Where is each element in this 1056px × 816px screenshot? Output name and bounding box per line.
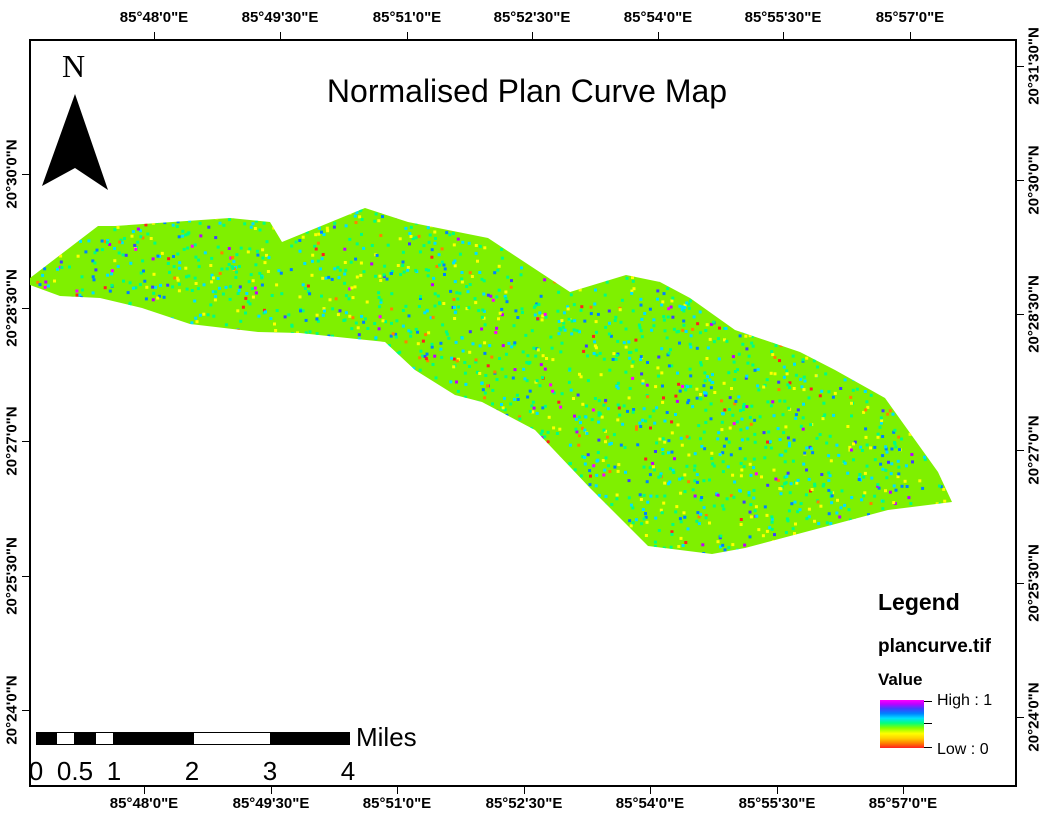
frame-tick-mark xyxy=(280,32,281,40)
frame-tick-mark xyxy=(22,710,30,711)
top-tick-label: 85°48'0"E xyxy=(119,9,189,26)
legend-tick xyxy=(924,723,932,724)
top-tick-label: 85°52'30"E xyxy=(493,9,571,26)
scale-label: 0 xyxy=(28,756,44,786)
frame-tick-mark xyxy=(154,32,155,40)
scale-segment xyxy=(271,732,350,745)
frame-tick-mark xyxy=(271,786,272,794)
frame-tick-mark xyxy=(397,786,398,794)
bottom-tick-label: 85°48'0"E xyxy=(109,795,179,812)
legend-layer-name: plancurve.tif xyxy=(878,636,991,657)
frame-tick-mark xyxy=(1016,314,1024,315)
legend-title: Legend xyxy=(878,589,960,615)
frame-tick-mark xyxy=(658,32,659,40)
frame-tick-mark xyxy=(1016,450,1024,451)
top-tick-label: 85°49'30"E xyxy=(241,9,319,26)
frame-tick-mark xyxy=(22,174,30,175)
frame-tick-mark xyxy=(22,576,30,577)
scale-segment xyxy=(193,732,271,745)
scale-label: 4 xyxy=(340,756,356,786)
legend-high-label: High : 1 xyxy=(937,692,993,709)
frame-tick-mark xyxy=(910,32,911,40)
scale-segment xyxy=(75,732,95,745)
bottom-tick-label: 85°57'0"E xyxy=(868,795,938,812)
frame-tick-mark xyxy=(532,32,533,40)
north-label: N xyxy=(62,48,86,84)
frame-tick-mark xyxy=(903,786,904,794)
frame-tick-mark xyxy=(1016,717,1024,718)
scale-label: 3 xyxy=(262,756,278,786)
frame-tick-mark xyxy=(22,308,30,309)
bottom-tick-label: 85°54'0"E xyxy=(615,795,685,812)
legend-color-ramp xyxy=(880,700,924,748)
scale-segment xyxy=(114,732,193,745)
scale-label: 2 xyxy=(184,756,200,786)
bottom-tick-label: 85°52'30"E xyxy=(485,795,563,812)
frame-tick-mark xyxy=(783,32,784,40)
north-arrow-icon xyxy=(42,94,108,190)
frame-tick-mark xyxy=(524,786,525,794)
scale-unit-label: Miles xyxy=(356,722,417,752)
top-tick-label: 85°51'0"E xyxy=(372,9,442,26)
frame-tick-mark xyxy=(407,32,408,40)
scale-segment xyxy=(36,732,56,745)
legend-field-name: Value xyxy=(878,670,923,689)
map-frame xyxy=(29,39,1017,787)
top-tick-label: 85°54'0"E xyxy=(623,9,693,26)
scale-segment xyxy=(95,732,114,745)
scale-label: 0.5 xyxy=(56,756,94,786)
scale-bar xyxy=(36,732,350,747)
legend-low-label: Low : 0 xyxy=(937,741,989,758)
legend-tick xyxy=(924,747,932,748)
scale-label: 1 xyxy=(106,756,122,786)
frame-tick-mark xyxy=(144,786,145,794)
bottom-tick-label: 85°49'30"E xyxy=(232,795,310,812)
frame-tick-mark xyxy=(22,441,30,442)
frame-tick-mark xyxy=(1016,66,1024,67)
top-tick-label: 85°57'0"E xyxy=(875,9,945,26)
frame-tick-mark xyxy=(650,786,651,794)
bottom-tick-label: 85°55'30"E xyxy=(738,795,816,812)
map-title: Normalised Plan Curve Map xyxy=(326,73,728,109)
top-tick-label: 85°55'30"E xyxy=(744,9,822,26)
frame-tick-mark xyxy=(777,786,778,794)
legend-tick xyxy=(924,701,932,702)
frame-tick-mark xyxy=(1016,180,1024,181)
frame-tick-mark xyxy=(1016,583,1024,584)
bottom-tick-label: 85°51'0"E xyxy=(362,795,432,812)
scale-segment xyxy=(56,732,75,745)
